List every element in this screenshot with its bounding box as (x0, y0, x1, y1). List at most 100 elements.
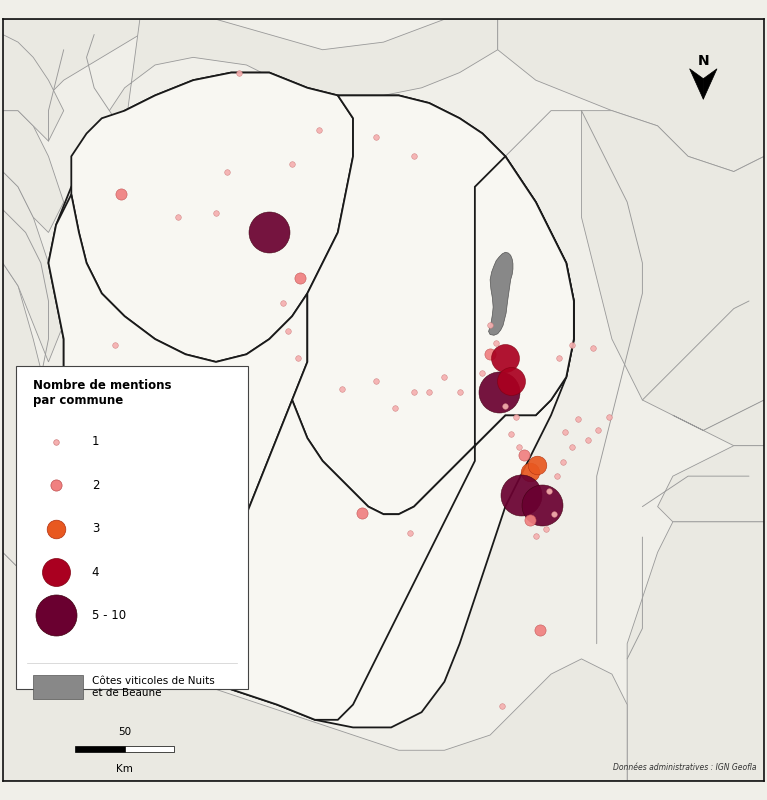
Point (499, 352, 512, 365)
Point (571, 413, 584, 426)
Polygon shape (690, 69, 703, 99)
Point (50, 566, 62, 578)
Point (603, 410, 615, 423)
Point (408, 386, 420, 398)
Polygon shape (498, 19, 764, 171)
Point (404, 527, 416, 540)
Point (484, 319, 496, 332)
Point (292, 352, 304, 365)
Point (210, 207, 222, 220)
Polygon shape (3, 171, 64, 362)
Point (172, 211, 184, 224)
Text: 4: 4 (92, 566, 100, 578)
Polygon shape (3, 110, 64, 233)
Point (313, 123, 325, 136)
Point (518, 449, 531, 462)
Point (558, 426, 571, 438)
Point (147, 517, 160, 530)
Bar (33, 675, 83, 699)
Point (524, 514, 536, 526)
Point (510, 410, 522, 423)
Polygon shape (489, 252, 513, 335)
Text: 5 - 10: 5 - 10 (92, 609, 126, 622)
Text: 50: 50 (118, 726, 131, 737)
Point (389, 402, 401, 414)
Text: 1: 1 (92, 435, 100, 448)
Point (551, 470, 563, 482)
Point (286, 158, 298, 170)
Point (50, 609, 62, 622)
Point (566, 441, 578, 454)
Text: Nombre de mentions
par commune: Nombre de mentions par commune (33, 378, 172, 406)
Point (581, 433, 594, 446)
Polygon shape (110, 19, 498, 134)
Point (495, 700, 508, 713)
Point (263, 226, 275, 239)
Polygon shape (657, 446, 764, 522)
Point (356, 506, 368, 519)
Text: Données administratives : IGN Geofla: Données administratives : IGN Geofla (613, 762, 756, 771)
Polygon shape (673, 400, 764, 446)
Point (335, 382, 347, 395)
Point (548, 508, 560, 521)
Polygon shape (71, 73, 353, 362)
Point (515, 489, 527, 502)
Polygon shape (3, 263, 79, 644)
Point (557, 456, 569, 469)
Point (543, 485, 555, 498)
Point (530, 529, 542, 542)
Point (50, 479, 62, 492)
Polygon shape (3, 19, 764, 781)
Point (408, 150, 420, 162)
Text: Côtes viticoles de Nuits
et de Beaune: Côtes viticoles de Nuits et de Beaune (92, 676, 215, 698)
Point (493, 386, 505, 398)
Point (114, 188, 127, 201)
Polygon shape (3, 19, 216, 134)
Point (370, 374, 382, 387)
Polygon shape (292, 95, 574, 514)
Point (282, 325, 295, 338)
Point (277, 296, 289, 309)
Point (438, 370, 450, 383)
Point (505, 428, 518, 441)
Point (294, 272, 306, 285)
Polygon shape (209, 156, 574, 720)
FancyBboxPatch shape (15, 366, 248, 690)
Point (524, 466, 536, 478)
Point (552, 352, 565, 365)
Point (505, 374, 518, 387)
Polygon shape (627, 522, 764, 781)
Point (423, 386, 436, 398)
Point (587, 342, 599, 354)
Polygon shape (581, 110, 764, 430)
Point (534, 623, 546, 636)
Text: 2: 2 (92, 478, 100, 492)
Point (592, 424, 604, 437)
Polygon shape (703, 69, 717, 99)
Point (110, 338, 122, 351)
Point (484, 348, 496, 361)
Point (453, 386, 466, 398)
Point (490, 337, 502, 350)
Point (535, 498, 548, 511)
Bar (124, 746, 174, 752)
Polygon shape (48, 194, 308, 651)
Text: N: N (697, 54, 709, 67)
Point (532, 458, 544, 471)
Text: Km: Km (116, 764, 133, 774)
Point (370, 131, 382, 144)
Polygon shape (3, 552, 627, 781)
Point (566, 338, 578, 351)
Polygon shape (48, 73, 574, 727)
Point (232, 66, 245, 79)
Point (50, 522, 62, 535)
Point (476, 367, 489, 380)
Point (221, 165, 233, 178)
Text: 3: 3 (92, 522, 99, 535)
Point (499, 400, 512, 413)
Bar (75, 746, 124, 752)
Point (540, 523, 552, 536)
Polygon shape (3, 34, 64, 141)
Point (513, 441, 525, 454)
Point (50, 435, 62, 448)
